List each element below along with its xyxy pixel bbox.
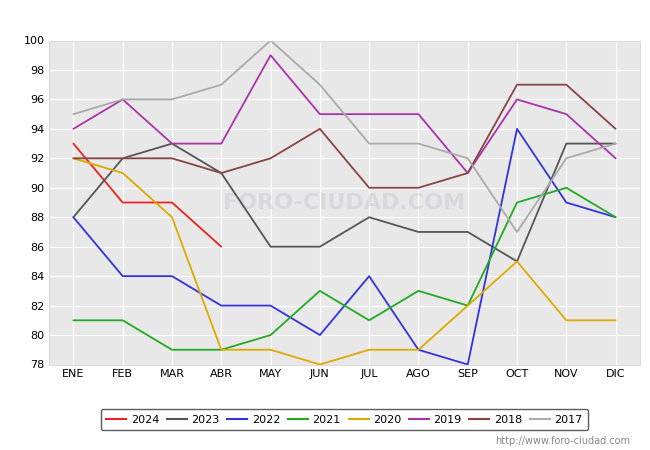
Text: FORO-CIUDAD.COM: FORO-CIUDAD.COM xyxy=(224,193,465,212)
Text: http://www.foro-ciudad.com: http://www.foro-ciudad.com xyxy=(495,436,630,446)
Legend: 2024, 2023, 2022, 2021, 2020, 2019, 2018, 2017: 2024, 2023, 2022, 2021, 2020, 2019, 2018… xyxy=(101,409,588,430)
Text: Afiliados en Aldealengua a 31/5/2024: Afiliados en Aldealengua a 31/5/2024 xyxy=(170,11,480,29)
